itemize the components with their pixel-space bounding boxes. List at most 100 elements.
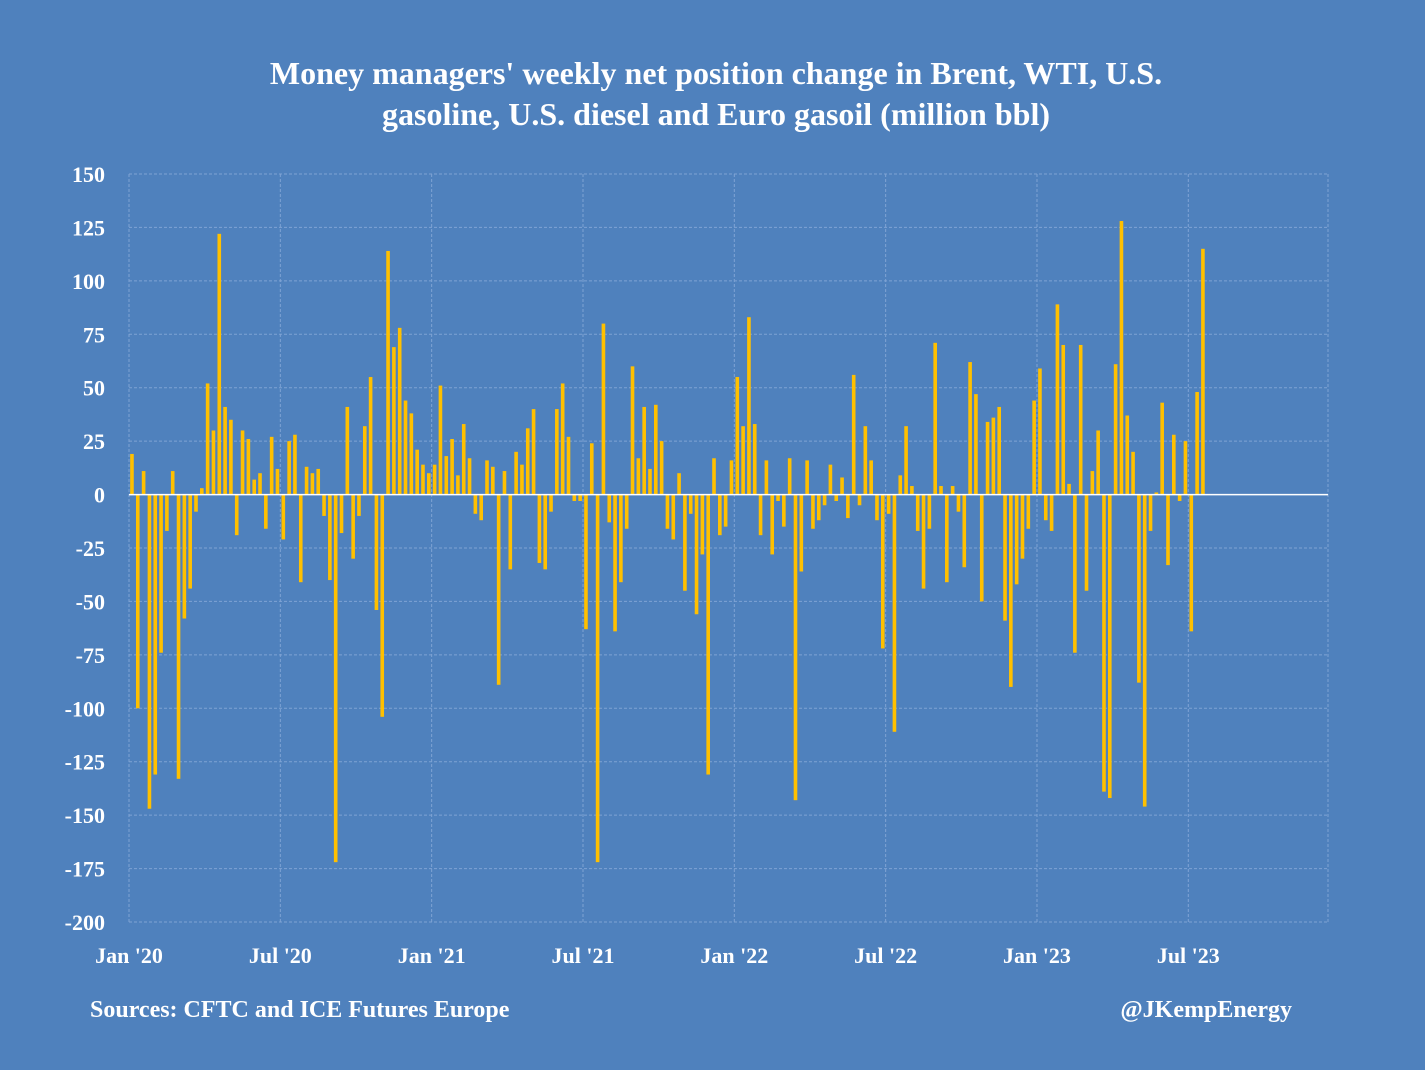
- bar: [432, 464, 437, 495]
- bar: [135, 494, 140, 709]
- bar: [275, 468, 280, 495]
- bar: [974, 394, 978, 495]
- bar: [1160, 402, 1164, 495]
- bar: [159, 494, 163, 653]
- bar: [293, 434, 297, 495]
- x-tick-label: Jul '22: [854, 943, 917, 968]
- bar: [1061, 344, 1066, 495]
- bar: [304, 466, 309, 495]
- x-tick-label: Jan '21: [398, 943, 466, 968]
- bar: [1177, 494, 1182, 501]
- bar: [351, 494, 355, 559]
- bar: [752, 424, 757, 495]
- bar: [444, 456, 449, 495]
- y-tick-label: -50: [76, 589, 105, 614]
- bar: [601, 323, 606, 495]
- y-tick-label: -100: [65, 696, 105, 721]
- x-tick-label: Jul '21: [552, 943, 615, 968]
- bar: [1102, 494, 1106, 792]
- bar: [642, 406, 646, 495]
- bar: [1038, 368, 1042, 495]
- bar: [339, 494, 344, 534]
- bar: [1131, 451, 1135, 495]
- chart-title-line-1: Money managers' weekly net position chan…: [270, 55, 1162, 91]
- y-tick-label: -125: [65, 750, 105, 775]
- bar: [892, 494, 897, 732]
- bar: [1195, 391, 1199, 495]
- bar: [1137, 494, 1141, 683]
- bar: [147, 494, 152, 809]
- y-tick-label: 25: [83, 429, 105, 454]
- bar: [1090, 471, 1095, 495]
- bar: [427, 473, 431, 495]
- bar: [264, 494, 268, 529]
- bar: [479, 494, 483, 521]
- bar: [578, 494, 582, 501]
- bar: [473, 494, 478, 514]
- bar: [1020, 494, 1025, 559]
- bar: [153, 494, 158, 775]
- x-axis-tick-labels: Jan '20 Jul '20 Jan '21 Jul '21 Jan '22 Jul '…: [95, 943, 1220, 968]
- bar: [502, 471, 507, 495]
- bar: [1003, 494, 1007, 621]
- bar: [397, 327, 402, 495]
- bar: [939, 486, 943, 495]
- bar: [403, 400, 408, 495]
- bar: [537, 494, 542, 563]
- bar: [828, 464, 833, 495]
- bar: [1026, 494, 1031, 529]
- y-tick-label: 100: [72, 269, 105, 294]
- bar: [223, 406, 227, 495]
- bar: [461, 424, 466, 495]
- y-tick-label: -175: [65, 857, 105, 882]
- bar: [822, 494, 827, 506]
- bar: [1078, 344, 1083, 495]
- bar: [1189, 494, 1194, 632]
- bar: [700, 494, 705, 555]
- bar: [950, 486, 955, 495]
- bar: [956, 494, 961, 512]
- bar: [811, 494, 815, 529]
- bar: [915, 494, 920, 531]
- x-tick-label: Jul '20: [249, 943, 312, 968]
- bar: [846, 494, 850, 519]
- bar: [380, 494, 385, 717]
- bar: [927, 494, 932, 529]
- bar: [572, 494, 577, 501]
- bar: [310, 473, 315, 495]
- bar: [589, 443, 594, 495]
- bar: [182, 494, 187, 619]
- bar: [741, 426, 745, 495]
- bar: [997, 406, 1002, 495]
- gridlines: [128, 173, 1329, 923]
- bar: [421, 464, 425, 495]
- bar: [671, 494, 676, 540]
- bar: [718, 494, 722, 536]
- bar: [770, 494, 775, 555]
- bar: [374, 494, 379, 610]
- source-note: Sources: CFTC and ICE Futures Europe: [90, 997, 510, 1023]
- bar: [1183, 441, 1188, 495]
- bar: [328, 494, 332, 581]
- bar: [758, 494, 763, 536]
- bar: [636, 458, 641, 495]
- bars: [130, 221, 1205, 863]
- x-tick-label: Jan '22: [700, 943, 768, 968]
- y-tick-label: -150: [65, 803, 105, 828]
- bar: [921, 494, 926, 589]
- bar: [496, 494, 501, 685]
- bar: [229, 419, 233, 495]
- bar: [840, 477, 844, 495]
- bar: [240, 430, 245, 495]
- bar: [438, 385, 443, 495]
- y-axis-tick-labels: 150 125 100 75 50 25 0 -25 -50 -75 -100 -125 -150 -17…: [65, 162, 105, 935]
- bar: [1172, 434, 1176, 495]
- bar: [357, 494, 361, 516]
- y-tick-label: 50: [83, 376, 105, 401]
- bar: [269, 436, 274, 495]
- bar: [665, 494, 670, 529]
- bar: [880, 494, 885, 649]
- bar: [782, 494, 786, 527]
- bar: [258, 473, 262, 495]
- bar: [764, 460, 769, 495]
